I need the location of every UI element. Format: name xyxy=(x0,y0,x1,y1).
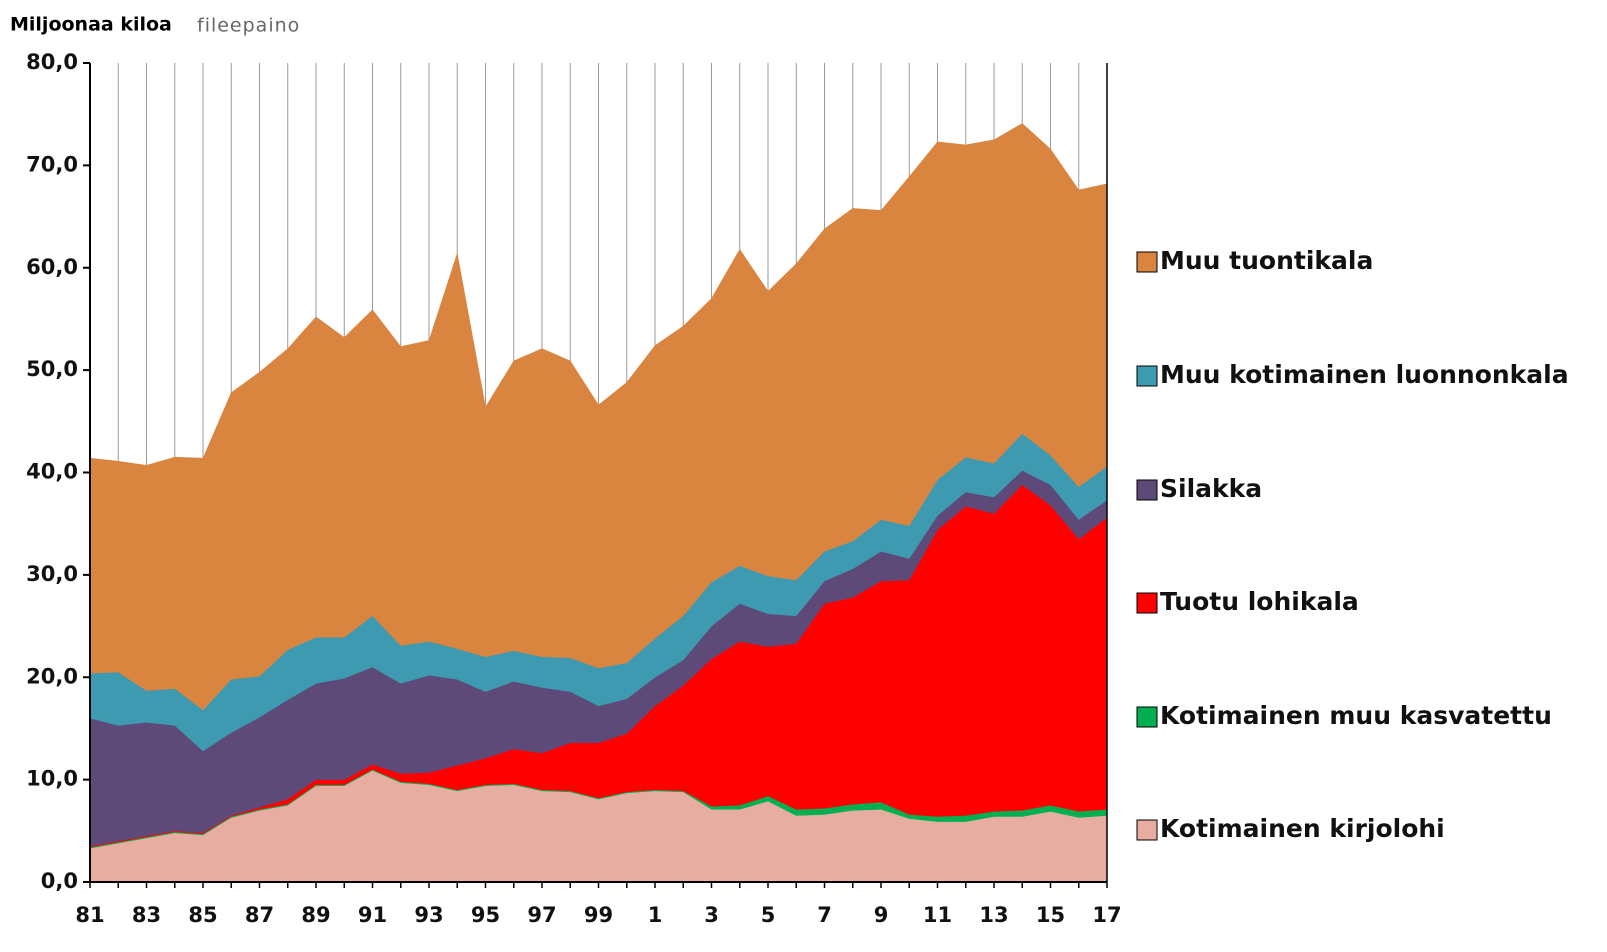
legend-swatch xyxy=(1136,706,1158,728)
y-tick-label: 10,0 xyxy=(26,767,78,791)
x-tick-label: 95 xyxy=(471,903,500,927)
x-tick-label: 81 xyxy=(75,903,104,927)
y-tick-label: 40,0 xyxy=(26,460,78,484)
y-tick-label: 60,0 xyxy=(26,255,78,279)
legend-swatch xyxy=(1136,479,1158,501)
y-tick-label: 30,0 xyxy=(26,562,78,586)
x-tick-label: 15 xyxy=(1036,903,1065,927)
legend-label: Tuotu lohikala xyxy=(1160,587,1359,616)
legend-label: Muu kotimainen luonnonkala xyxy=(1160,360,1569,389)
legend-label: Muu tuontikala xyxy=(1160,246,1373,275)
y-tick-label: 0,0 xyxy=(41,869,78,893)
x-tick-label: 3 xyxy=(704,903,719,927)
x-tick-label: 5 xyxy=(761,903,776,927)
x-tick-label: 83 xyxy=(132,903,161,927)
x-tick-label: 1 xyxy=(648,903,663,927)
x-tick-label: 91 xyxy=(358,903,387,927)
chart-title: Miljoonaa kiloa xyxy=(10,14,172,36)
y-tick-label: 80,0 xyxy=(26,50,78,74)
legend-swatch xyxy=(1136,251,1158,273)
chart-subtitle: fileepaino xyxy=(197,15,300,37)
x-tick-label: 17 xyxy=(1092,903,1121,927)
x-tick-label: 7 xyxy=(817,903,832,927)
y-tick-label: 50,0 xyxy=(26,357,78,381)
legend-swatch xyxy=(1136,592,1158,614)
x-tick-label: 97 xyxy=(527,903,556,927)
legend-label: Kotimainen kirjolohi xyxy=(1160,814,1445,843)
x-tick-label: 87 xyxy=(245,903,274,927)
x-tick-label: 85 xyxy=(188,903,217,927)
legend-swatch xyxy=(1136,819,1158,841)
x-tick-label: 11 xyxy=(923,903,952,927)
x-tick-label: 99 xyxy=(584,903,613,927)
legend-label: Silakka xyxy=(1160,474,1262,503)
legend-swatch xyxy=(1136,365,1158,387)
y-tick-label: 20,0 xyxy=(26,664,78,688)
x-tick-label: 13 xyxy=(979,903,1008,927)
legend-label: Kotimainen muu kasvatettu xyxy=(1160,701,1552,730)
x-tick-label: 89 xyxy=(301,903,330,927)
x-tick-label: 9 xyxy=(874,903,889,927)
y-tick-label: 70,0 xyxy=(26,152,78,176)
x-tick-label: 93 xyxy=(414,903,443,927)
